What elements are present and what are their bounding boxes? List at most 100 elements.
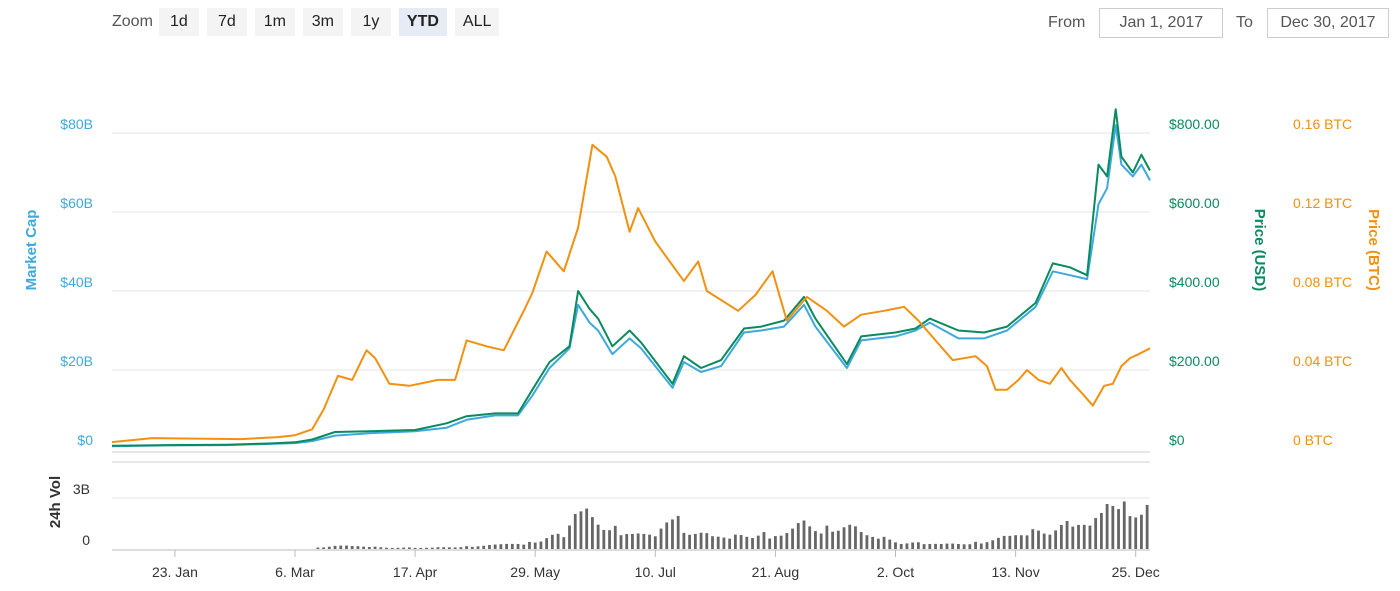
axis-labels: $0 $20B $40B $60B $80B $0 $200.00 $400.00 $600.0… bbox=[60, 116, 1352, 580]
volume-bar bbox=[528, 541, 531, 549]
range-from: From bbox=[1048, 8, 1224, 38]
zoom-ytd-button[interactable]: YTD bbox=[398, 8, 447, 36]
volume-bar bbox=[1065, 521, 1069, 549]
volume-bar bbox=[934, 543, 937, 549]
x-tick-label: 13. Nov bbox=[991, 564, 1039, 580]
volume-bar bbox=[882, 536, 886, 549]
volume-bar bbox=[602, 529, 606, 549]
volume-bar bbox=[545, 538, 549, 549]
volume-bar bbox=[1105, 504, 1109, 549]
volume-bar bbox=[859, 532, 863, 549]
volume-bar bbox=[802, 520, 806, 549]
zoom-3m-button[interactable]: 3m bbox=[302, 8, 343, 36]
volume-bar bbox=[373, 546, 377, 549]
volume-bar bbox=[608, 530, 611, 549]
volume-bar bbox=[533, 542, 537, 549]
zoom-bar: Zoom 1d 7d 1m 3m 1y YTD ALL bbox=[112, 8, 507, 36]
price-usd-tick-label: $200.00 bbox=[1169, 353, 1220, 369]
volume-bar bbox=[350, 545, 354, 549]
to-label: To bbox=[1236, 14, 1253, 31]
volume-bar bbox=[751, 538, 754, 549]
volume-bar bbox=[1054, 530, 1058, 549]
market-cap-tick-label: $0 bbox=[77, 432, 93, 448]
volume-bar bbox=[493, 544, 497, 549]
zoom-1m-button[interactable]: 1m bbox=[254, 8, 295, 36]
volume-bar bbox=[722, 537, 726, 549]
volume-bar bbox=[1008, 535, 1012, 549]
to-date-input[interactable] bbox=[1266, 8, 1389, 38]
volume-bar bbox=[911, 542, 915, 549]
volume-bar bbox=[1048, 534, 1052, 549]
volume-bar bbox=[653, 536, 657, 549]
volume-bar bbox=[356, 546, 360, 549]
volume-bar bbox=[671, 519, 674, 549]
volume-bar bbox=[648, 534, 651, 549]
volume-bar bbox=[516, 543, 520, 549]
volume-bar bbox=[733, 534, 737, 549]
volume-bar bbox=[979, 543, 983, 549]
volume-bar bbox=[573, 513, 577, 549]
volume-bar bbox=[402, 547, 406, 549]
volume-bar bbox=[339, 545, 343, 549]
volume-bar bbox=[688, 534, 692, 549]
volume-bar bbox=[768, 538, 772, 549]
volume-bar bbox=[327, 546, 331, 549]
range-to: To bbox=[1236, 8, 1389, 38]
volume-bar bbox=[550, 534, 554, 549]
volume-bar bbox=[407, 547, 411, 549]
volume-bar bbox=[836, 530, 840, 549]
volume-bar bbox=[682, 532, 686, 549]
volume-bar bbox=[876, 538, 880, 549]
volume-bar bbox=[613, 525, 617, 549]
price-usd-tick-label: $800.00 bbox=[1169, 116, 1220, 132]
volume-bar bbox=[642, 533, 646, 549]
volume-bar bbox=[865, 535, 869, 549]
volume-bar bbox=[888, 539, 892, 549]
zoom-7d-button[interactable]: 7d bbox=[206, 8, 247, 36]
volume-bar bbox=[1088, 525, 1092, 549]
volume-bar bbox=[693, 533, 697, 549]
volume-bar bbox=[854, 526, 857, 549]
zoom-1y-button[interactable]: 1y bbox=[350, 8, 391, 36]
x-tick-label: 25. Dec bbox=[1112, 564, 1160, 580]
x-tick-label: 2. Oct bbox=[877, 564, 914, 580]
volume-bar bbox=[1111, 505, 1115, 549]
from-label: From bbox=[1048, 14, 1086, 31]
volume-bar bbox=[951, 543, 955, 549]
volume-bar bbox=[899, 543, 903, 549]
volume-bar bbox=[739, 535, 743, 549]
volume-bar bbox=[385, 547, 388, 549]
volume-bar bbox=[1042, 533, 1046, 549]
from-date-input[interactable] bbox=[1099, 8, 1224, 38]
price-btc-tick-label: 0.12 BTC bbox=[1293, 195, 1352, 211]
volume-bar bbox=[791, 528, 794, 549]
volume-bar bbox=[848, 524, 852, 549]
zoom-all-button[interactable]: ALL bbox=[454, 8, 500, 36]
volume-bar bbox=[1002, 535, 1006, 549]
volume-bar bbox=[510, 543, 514, 549]
volume-bar bbox=[488, 545, 491, 549]
volume-bar bbox=[1128, 516, 1132, 549]
price-btc-line bbox=[111, 143, 1151, 444]
volume-bar bbox=[762, 532, 766, 549]
volume-bar bbox=[842, 527, 846, 549]
volume-bar bbox=[470, 546, 474, 549]
market-cap-tick-label: $20B bbox=[60, 353, 93, 369]
volume-bar bbox=[968, 544, 972, 549]
price-usd-tick-label: $600.00 bbox=[1169, 195, 1220, 211]
volume-bar bbox=[562, 537, 566, 549]
x-tick-label: 29. May bbox=[510, 564, 560, 580]
volume-bar bbox=[590, 517, 594, 549]
volume-bar bbox=[1031, 529, 1035, 549]
volume-bar bbox=[419, 547, 423, 549]
volume-bar bbox=[928, 543, 932, 549]
volume-bar bbox=[585, 508, 589, 549]
volume-bar bbox=[819, 533, 823, 549]
volume-bar bbox=[459, 547, 463, 549]
volume-bar bbox=[465, 546, 468, 549]
volume-bar bbox=[596, 524, 600, 549]
volume-bar bbox=[705, 533, 709, 549]
volume-bar bbox=[1019, 535, 1023, 549]
zoom-1d-button[interactable]: 1d bbox=[158, 8, 199, 36]
